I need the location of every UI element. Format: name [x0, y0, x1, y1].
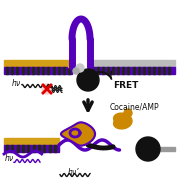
Bar	[43, 145, 45, 152]
Bar	[127, 67, 129, 74]
Bar	[153, 67, 155, 74]
Bar	[63, 67, 65, 74]
Bar	[68, 67, 70, 74]
Bar	[68, 60, 72, 67]
Bar	[27, 145, 29, 152]
Polygon shape	[114, 113, 132, 129]
Circle shape	[77, 69, 99, 91]
Bar	[53, 67, 55, 74]
Bar	[49, 145, 51, 152]
Text: Cocaine/AMP: Cocaine/AMP	[110, 102, 160, 112]
Bar	[47, 67, 49, 74]
Bar	[158, 67, 160, 74]
Bar	[16, 67, 18, 74]
Bar	[54, 145, 56, 152]
Bar	[138, 67, 140, 74]
Bar	[38, 145, 40, 152]
Bar	[27, 67, 29, 74]
Bar	[90, 60, 175, 67]
Text: FRET: FRET	[113, 81, 138, 91]
Circle shape	[76, 64, 84, 72]
Bar	[117, 67, 119, 74]
Text: hν’: hν’	[68, 168, 80, 177]
Bar	[21, 67, 24, 74]
Polygon shape	[61, 122, 95, 146]
Bar	[6, 67, 8, 74]
Bar	[37, 67, 39, 74]
Bar	[132, 67, 134, 74]
Bar	[58, 67, 60, 74]
Circle shape	[42, 84, 52, 94]
Circle shape	[73, 68, 79, 74]
Bar	[11, 145, 13, 152]
Bar	[90, 67, 175, 74]
Bar	[157, 147, 175, 151]
Bar	[163, 67, 165, 74]
Bar	[4, 60, 72, 67]
Bar	[92, 67, 94, 74]
Bar	[4, 138, 59, 145]
Text: hν: hν	[5, 154, 14, 163]
Bar	[97, 67, 99, 74]
Bar	[32, 67, 34, 74]
Bar	[102, 67, 104, 74]
Bar	[22, 145, 24, 152]
Bar	[6, 145, 8, 152]
Bar	[122, 67, 124, 74]
Bar	[11, 67, 13, 74]
Bar	[42, 67, 44, 74]
Bar	[4, 67, 72, 74]
Bar	[107, 67, 109, 74]
Circle shape	[124, 109, 132, 117]
Bar	[17, 145, 19, 152]
Bar	[168, 67, 170, 74]
Circle shape	[136, 137, 160, 161]
Bar	[148, 67, 150, 74]
Text: hν: hν	[12, 79, 21, 88]
Bar	[143, 67, 145, 74]
Bar	[4, 145, 59, 152]
Bar	[33, 145, 35, 152]
Bar	[112, 67, 114, 74]
